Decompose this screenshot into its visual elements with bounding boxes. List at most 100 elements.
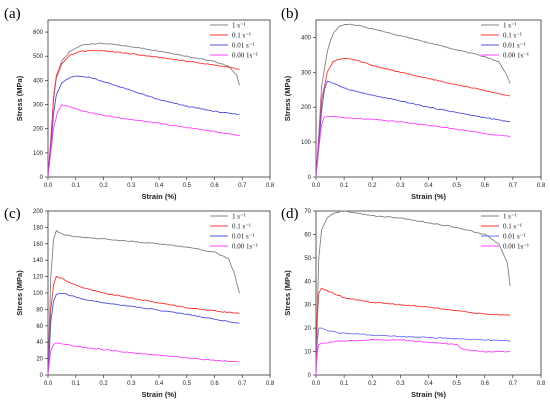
x-tick-label: 0.3 <box>127 381 136 387</box>
x-tick-label: 0.4 <box>155 183 164 189</box>
x-tick-label: 0.5 <box>452 183 461 189</box>
panel-label: (d) <box>281 206 299 222</box>
y-tick-label: 160 <box>33 242 44 248</box>
legend-entry: 0.01 s⁻¹ <box>232 233 255 241</box>
y-tick-label: 200 <box>301 105 312 111</box>
series-line-2 <box>47 276 240 376</box>
x-axis-label: Strain (%) <box>141 192 177 201</box>
legend-entry: 1 s⁻¹ <box>232 22 246 30</box>
x-tick-label: 0.1 <box>340 381 349 387</box>
series-line-1 <box>315 23 511 178</box>
series-line-2 <box>47 49 240 178</box>
legend-entry: 0.01 s⁻¹ <box>503 42 526 50</box>
legend-entry: 0.00 1s⁻¹ <box>232 52 258 60</box>
y-tick-label: 0 <box>308 175 312 181</box>
x-axis-label: Strain (%) <box>141 390 177 399</box>
x-tick-label: 0.4 <box>424 381 433 387</box>
legend-entry: 0.1 s⁻¹ <box>232 32 251 40</box>
y-tick-label: 300 <box>33 103 44 109</box>
y-tick-label: 60 <box>304 232 311 238</box>
x-tick-label: 0.2 <box>99 183 108 189</box>
y-tick-label: 60 <box>36 324 43 330</box>
panel-label: (b) <box>281 6 299 22</box>
x-tick-label: 0.8 <box>266 183 275 189</box>
x-tick-label: 0.3 <box>396 183 405 189</box>
y-axis-label: Stress (MPa) <box>15 270 24 316</box>
y-tick-label: 80 <box>36 307 43 313</box>
legend-entry: 1 s⁻¹ <box>503 22 517 30</box>
series-line-4 <box>315 115 511 178</box>
series-line-3 <box>315 327 511 376</box>
x-tick-label: 0.6 <box>210 381 219 387</box>
chart-panel-1: (a) 0.0 0.1 0.2 0.3 0.4 0.5 0.6 0.7 0.8 0 100 200 300… <box>4 6 275 201</box>
x-tick-label: 0.1 <box>72 183 81 189</box>
x-tick-label: 0.0 <box>312 183 321 189</box>
legend-entry: 0.01 s⁻¹ <box>232 42 255 50</box>
y-tick-label: 100 <box>301 140 312 146</box>
series-line-4 <box>47 342 240 376</box>
y-tick-label: 100 <box>33 291 44 297</box>
x-tick-label: 0.4 <box>424 183 433 189</box>
x-tick-label: 0.0 <box>44 183 53 189</box>
x-tick-label: 0.0 <box>312 381 321 387</box>
y-tick-label: 140 <box>33 258 44 264</box>
y-tick-label: 300 <box>301 70 312 76</box>
series-line-3 <box>47 75 240 178</box>
panel-label: (c) <box>4 206 21 222</box>
series-line-3 <box>315 80 511 178</box>
x-tick-label: 0.8 <box>537 381 546 387</box>
y-tick-label: 20 <box>304 326 311 332</box>
y-tick-label: 70 <box>304 209 311 215</box>
y-axis-label: Stress (MPa) <box>283 270 292 316</box>
x-tick-label: 0.5 <box>452 381 461 387</box>
chart-panel-3: (c) 0.0 0.1 0.2 0.3 0.4 0.5 0.6 0.7 0.8 0 20 40 60 80 1… <box>4 206 275 399</box>
y-axis-label: Stress (MPa) <box>15 75 24 121</box>
chart-panel-2: (b) 0.0 0.1 0.2 0.3 0.4 0.5 0.6 0.7 0.8 0 100 200 300… <box>281 6 546 201</box>
y-tick-label: 180 <box>33 225 44 231</box>
x-tick-label: 0.8 <box>266 381 275 387</box>
legend-entry: 0.1 s⁻¹ <box>232 223 251 231</box>
y-tick-label: 400 <box>301 35 312 41</box>
x-tick-label: 0.3 <box>127 183 136 189</box>
chart-panel-4: (d) 0.0 0.1 0.2 0.3 0.4 0.5 0.6 0.7 0.8 0 10 20 30 40 5… <box>281 206 546 399</box>
series-line-1 <box>315 210 511 376</box>
x-tick-label: 0.2 <box>368 381 377 387</box>
y-tick-label: 50 <box>304 256 311 262</box>
y-tick-label: 20 <box>36 357 43 363</box>
y-tick-label: 10 <box>304 350 311 356</box>
x-tick-label: 0.3 <box>396 381 405 387</box>
x-tick-label: 0.7 <box>238 183 247 189</box>
x-tick-label: 0.0 <box>44 381 53 387</box>
y-tick-label: 30 <box>304 303 311 309</box>
x-tick-label: 0.1 <box>340 183 349 189</box>
x-tick-label: 0.6 <box>481 183 490 189</box>
panel-label: (a) <box>4 6 21 22</box>
series-line-1 <box>47 42 240 178</box>
y-tick-label: 40 <box>36 340 43 346</box>
x-tick-label: 0.7 <box>509 183 518 189</box>
x-tick-label: 0.2 <box>368 183 377 189</box>
x-tick-label: 0.7 <box>238 381 247 387</box>
series-line-2 <box>315 287 511 376</box>
x-tick-label: 0.4 <box>155 381 164 387</box>
y-axis-label: Stress (MPa) <box>283 75 292 121</box>
x-axis-label: Strain (%) <box>411 192 447 201</box>
x-tick-label: 0.1 <box>72 381 81 387</box>
y-tick-label: 100 <box>33 151 44 157</box>
x-tick-label: 0.6 <box>210 183 219 189</box>
x-tick-label: 0.6 <box>481 381 490 387</box>
legend-entry: 0.00 1s⁻¹ <box>232 243 258 251</box>
legend-entry: 0.00 1s⁻¹ <box>503 243 529 251</box>
x-tick-label: 0.8 <box>537 183 546 189</box>
series-line-1 <box>47 229 240 376</box>
y-tick-label: 600 <box>33 30 44 36</box>
y-tick-label: 400 <box>33 78 44 84</box>
legend-entry: 1 s⁻¹ <box>232 213 246 221</box>
legend-entry: 0.1 s⁻¹ <box>503 32 522 40</box>
series-line-4 <box>47 104 240 178</box>
x-tick-label: 0.2 <box>99 381 108 387</box>
x-tick-label: 0.7 <box>509 381 518 387</box>
legend-entry: 0.01 s⁻¹ <box>503 233 526 241</box>
y-tick-label: 200 <box>33 209 44 215</box>
